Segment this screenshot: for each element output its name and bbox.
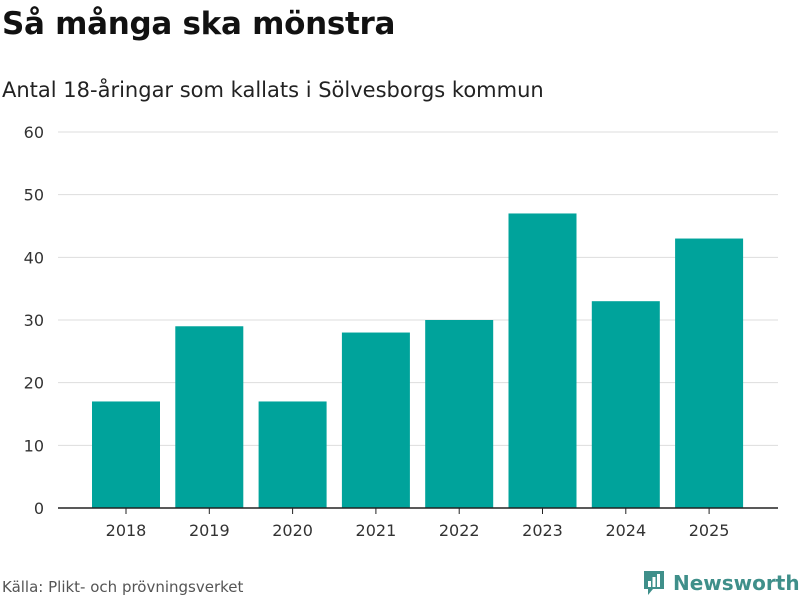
brand-name: Newsworthy [673,571,800,595]
source-note: Källa: Plikt- och prövningsverket [2,578,244,596]
x-tick-label: 2020 [272,521,313,540]
y-tick-label: 30 [24,311,44,330]
x-tick-label: 2018 [106,521,147,540]
bar-2018 [92,401,160,508]
bar-2024 [591,301,660,508]
x-tick-label: 2024 [605,521,646,540]
bar-2020 [258,401,327,508]
chart-title: Så många ska mönstra [2,6,396,42]
y-tick-label: 60 [24,123,44,142]
y-tick-label: 10 [24,436,44,455]
y-tick-label: 20 [24,374,44,393]
bar-2022 [425,320,494,508]
bar-chart: 0 10 20 30 40 50 60 2018 2019 2020 2021 2022 2023 202… [24,123,778,540]
y-tick-label: 0 [34,499,44,518]
x-tick-label: 2022 [439,521,480,540]
brand-logo: Newsworthy [642,569,800,597]
x-tick-label: 2023 [522,521,563,540]
x-tick-label: 2021 [356,521,397,540]
x-tick-label: 2025 [689,521,730,540]
bar-chart-logo-icon [644,571,664,595]
bar-2021 [341,332,410,508]
x-tick-label: 2019 [189,521,230,540]
chart-subtitle: Antal 18-åringar som kallats i Sölvesbor… [2,78,544,102]
bar-2019 [175,326,244,508]
bar-2023 [508,213,577,508]
y-tick-label: 40 [24,248,44,267]
bar-2025 [675,238,744,509]
y-tick-label: 50 [24,186,44,205]
